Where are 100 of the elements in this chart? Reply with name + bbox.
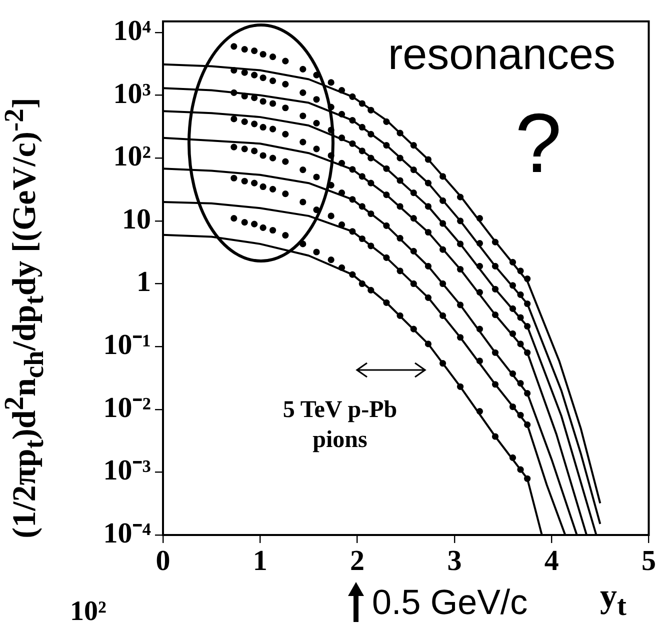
point [456, 334, 464, 341]
point [456, 302, 464, 308]
point [328, 256, 334, 264]
point [383, 118, 390, 125]
point [313, 146, 320, 152]
point [300, 166, 306, 174]
point [383, 254, 390, 261]
point [251, 148, 258, 154]
point [383, 142, 390, 149]
point [456, 218, 464, 224]
point [476, 215, 484, 222]
point [424, 294, 432, 301]
text: 10² [70, 596, 106, 628]
point [241, 118, 248, 125]
point [439, 246, 446, 253]
point [358, 100, 366, 107]
point [524, 390, 531, 397]
point [269, 186, 276, 192]
point [456, 383, 464, 390]
point [282, 104, 289, 112]
point [509, 258, 516, 266]
point [269, 100, 276, 107]
point [517, 314, 524, 321]
x-tick-label: 1 [252, 544, 268, 577]
point [509, 403, 516, 410]
y-tick-label: 10 [122, 203, 151, 236]
point [328, 79, 334, 86]
point [282, 232, 289, 239]
point [476, 408, 484, 415]
point [230, 144, 238, 150]
point [338, 110, 346, 118]
y-tick-label: 10⁻¹ [103, 329, 151, 362]
point [439, 312, 446, 319]
point [492, 238, 499, 246]
point [368, 286, 374, 294]
point [524, 475, 531, 482]
point [439, 220, 446, 227]
point [338, 264, 346, 271]
point [300, 66, 306, 73]
point [476, 289, 484, 296]
point [230, 174, 238, 182]
point [269, 53, 276, 60]
point [476, 240, 484, 247]
point [383, 222, 390, 229]
point [313, 174, 320, 180]
point [269, 154, 276, 162]
point [383, 165, 390, 172]
point [349, 140, 356, 147]
point [509, 370, 516, 377]
point [251, 180, 258, 186]
point [517, 340, 524, 348]
y-tick-label: 10⁻³ [103, 454, 152, 487]
point [241, 46, 248, 53]
y-tick-label: 10⁴ [113, 14, 152, 47]
point [349, 196, 356, 203]
point [368, 154, 374, 162]
point [282, 158, 289, 165]
point [424, 262, 432, 270]
point [396, 268, 404, 274]
point [338, 190, 346, 196]
point [456, 266, 464, 273]
point [300, 138, 306, 146]
point [492, 286, 499, 292]
point [492, 349, 499, 356]
point [524, 323, 531, 330]
point [410, 326, 417, 332]
point [260, 74, 266, 82]
point [282, 58, 289, 64]
y-tick-label: 10² [113, 140, 152, 173]
point [328, 212, 334, 220]
point [509, 454, 516, 462]
point [260, 124, 266, 131]
point [282, 80, 289, 88]
point [509, 282, 516, 289]
point [251, 120, 258, 128]
point [476, 262, 484, 270]
point [424, 180, 432, 186]
point [260, 224, 266, 231]
point [269, 226, 276, 234]
point [241, 178, 248, 184]
y-tick-label: 1 [136, 266, 151, 298]
point [358, 280, 366, 288]
point [338, 134, 346, 142]
point [492, 381, 499, 388]
point [509, 305, 516, 312]
point [517, 380, 524, 387]
x-axis-title: y$_{t}$ [600, 578, 626, 623]
annotation: 5 TeV p-Pb pions [282, 396, 398, 455]
point [260, 183, 266, 190]
point [396, 177, 404, 184]
point [358, 148, 366, 154]
point [396, 312, 404, 319]
point [396, 203, 404, 210]
point [260, 50, 266, 58]
point [338, 221, 346, 228]
point [251, 220, 258, 228]
point [230, 116, 238, 122]
point [338, 87, 346, 94]
point [424, 156, 432, 163]
point [524, 421, 531, 428]
